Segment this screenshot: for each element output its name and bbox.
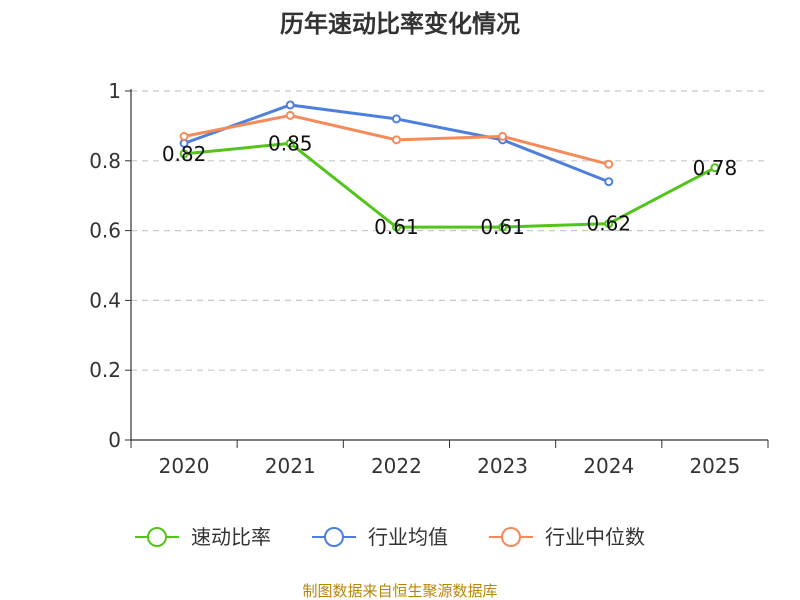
legend-marker-icon (147, 527, 167, 547)
series-layer (179, 100, 720, 232)
legend-label: 行业中位数 (545, 525, 645, 549)
data-point[interactable] (179, 149, 189, 159)
source-note: 制图数据来自恒生聚源数据库 (302, 582, 497, 600)
data-point[interactable] (604, 219, 614, 229)
legend-label: 速动比率 (191, 525, 271, 549)
data-point[interactable] (285, 100, 295, 110)
data-label: 0.61 (374, 215, 419, 239)
legend-item-速动比率[interactable]: 速动比率 (135, 525, 271, 549)
x-tick-label: 2020 (159, 454, 210, 478)
data-labels: 0.82 0.85 0.61 0.61 0.62 0.78 (162, 131, 737, 239)
data-point[interactable] (604, 159, 614, 169)
data-point[interactable] (179, 131, 189, 141)
data-point[interactable] (391, 135, 401, 145)
grid (131, 90, 768, 371)
data-point[interactable] (498, 222, 508, 232)
data-label: 0.62 (586, 212, 631, 236)
legend-marker-icon (324, 527, 344, 547)
data-label: 0.78 (693, 156, 738, 180)
y-tick-label: 0.6 (89, 219, 121, 243)
series-line (183, 141, 716, 229)
data-point[interactable] (285, 138, 295, 148)
legend-item-行业中位数[interactable]: 行业中位数 (489, 525, 645, 549)
legend-marker-icon (501, 527, 521, 547)
chart-title: 历年速动比率变化情况 (280, 10, 520, 38)
y-tick-label: 1 (108, 79, 121, 103)
data-point[interactable] (285, 110, 295, 120)
legend-label: 行业均值 (368, 525, 448, 549)
data-label: 0.61 (480, 215, 525, 239)
data-point[interactable] (498, 131, 508, 141)
x-tick-label: 2022 (371, 454, 422, 478)
series-行业中位数 (179, 110, 614, 169)
data-label: 0.85 (268, 131, 313, 155)
x-tick-label: 2021 (265, 454, 316, 478)
data-label: 0.82 (162, 142, 207, 166)
axes: 0 0.2 0.4 0.6 0.8 1 2020 2021 2022 2023 2024 2025 (89, 79, 769, 478)
y-tick-label: 0.4 (89, 288, 121, 312)
series-速动比率 (179, 138, 720, 232)
legend-item-行业均值[interactable]: 行业均值 (312, 525, 448, 549)
x-tick-label: 2024 (583, 454, 634, 478)
legend[interactable]: 速动比率 行业均值 行业中位数 (135, 525, 645, 549)
data-point[interactable] (710, 163, 720, 173)
x-tick-label: 2025 (689, 454, 740, 478)
y-tick-label: 0.2 (89, 358, 121, 382)
data-point[interactable] (391, 222, 401, 232)
y-tick-label: 0.8 (89, 149, 121, 173)
data-point[interactable] (391, 114, 401, 124)
y-tick-label: 0 (108, 428, 121, 452)
x-tick-label: 2023 (477, 454, 528, 478)
data-point[interactable] (604, 177, 614, 187)
